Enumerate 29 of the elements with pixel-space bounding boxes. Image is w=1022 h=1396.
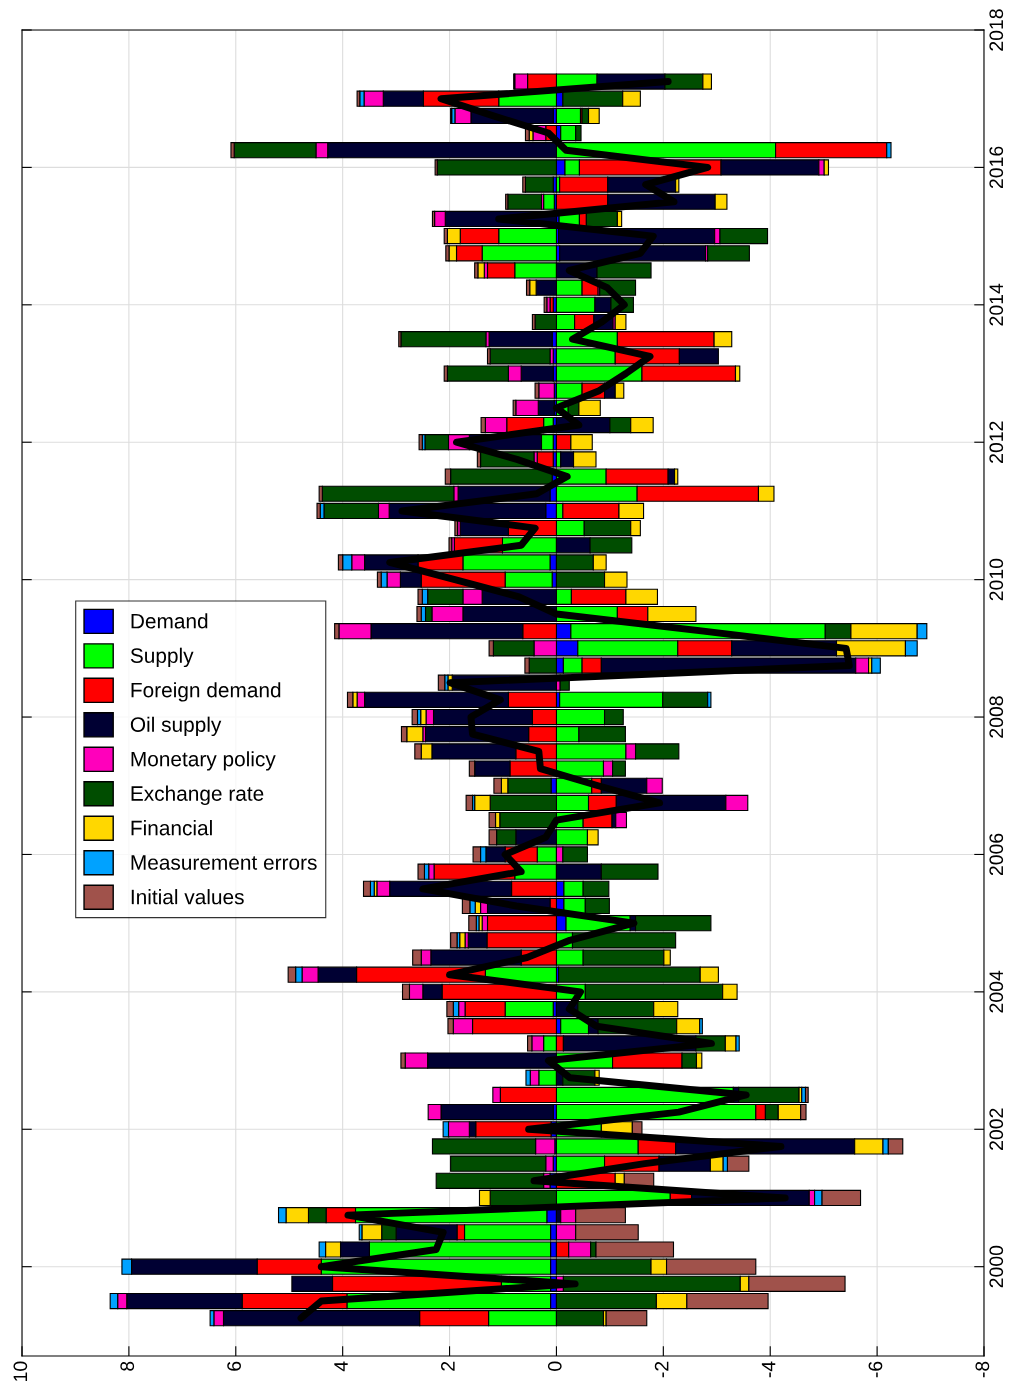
- x-tick-label: 8: [120, 1361, 135, 1371]
- y-tick-label: 2004: [989, 970, 1004, 1013]
- y-tick-label: 2014: [989, 283, 1004, 326]
- x-tick-label: 6: [227, 1361, 241, 1371]
- legend-label: Demand: [131, 613, 208, 629]
- y-tick-label: 2008: [989, 696, 1004, 738]
- legend-label: Exchange rate: [131, 785, 264, 806]
- x-tick-label: -8: [975, 1361, 990, 1378]
- x-tick-label: -6: [868, 1361, 883, 1378]
- legend-label: Measurement errors: [131, 855, 317, 870]
- x-tick-label: 0: [547, 1361, 562, 1371]
- legend-label: Financial: [131, 820, 212, 836]
- y-tick-label: 2006: [989, 833, 1004, 876]
- y-tick-label: 2010: [989, 558, 1004, 601]
- legend-label: Monetary policy: [131, 751, 276, 771]
- legend-label: Initial values: [131, 889, 244, 905]
- x-tick-label: 10: [13, 1361, 28, 1381]
- legend-label: Oil supply: [130, 716, 222, 737]
- y-tick-label: 2002: [989, 1108, 1004, 1150]
- legend-label: Supply: [130, 647, 194, 668]
- y-tick-label: 2012: [989, 421, 1004, 463]
- x-tick-label: 2: [441, 1361, 455, 1371]
- legend-label: Foreign demand: [131, 682, 281, 702]
- x-tick-label: 4: [334, 1361, 348, 1372]
- x-tick-label: -2: [654, 1361, 669, 1378]
- y-tick-label: 2016: [989, 146, 1004, 189]
- x-tick-label: -4: [761, 1361, 776, 1378]
- y-tick-label: 2018: [989, 9, 1004, 51]
- y-tick-label: 2000: [989, 1245, 1004, 1288]
